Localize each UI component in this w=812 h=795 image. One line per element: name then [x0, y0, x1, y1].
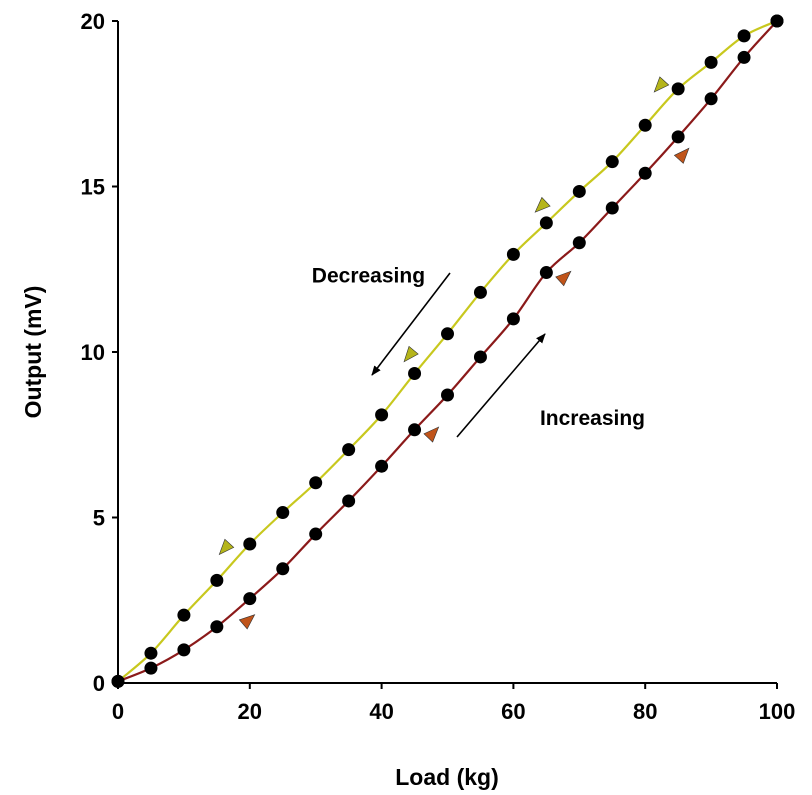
data-point-decreasing	[572, 184, 586, 198]
data-point-increasing	[144, 661, 158, 675]
data-point-increasing	[243, 592, 257, 606]
x-tick-label: 20	[238, 699, 262, 724]
data-point-increasing	[638, 166, 652, 180]
annotation-decreasing: Decreasing	[312, 264, 425, 287]
data-point-increasing	[572, 236, 586, 250]
data-point-decreasing	[309, 476, 323, 490]
y-tick-label: 20	[81, 9, 105, 34]
data-point-decreasing	[210, 573, 224, 587]
data-point-decreasing	[770, 14, 784, 28]
data-point-decreasing	[671, 82, 685, 96]
y-tick-label: 10	[81, 340, 105, 365]
data-point-increasing	[473, 350, 487, 364]
data-point-decreasing	[441, 327, 454, 341]
data-point-increasing	[506, 312, 520, 326]
x-axis-title: Load (kg)	[395, 764, 499, 790]
data-point-increasing	[309, 527, 323, 541]
decreasing-direction-arrow	[371, 272, 451, 376]
data-point-increasing	[276, 562, 290, 576]
direction-arrow-decreasing	[403, 345, 419, 363]
data-point-increasing	[539, 266, 553, 280]
x-tick-label: 80	[633, 699, 657, 724]
direction-arrow-increasing	[423, 426, 440, 443]
y-tick-label: 0	[93, 671, 105, 696]
data-point-decreasing	[177, 608, 191, 622]
data-point-increasing	[671, 130, 685, 144]
data-point-increasing	[408, 423, 422, 437]
y-tick-label: 15	[81, 175, 105, 200]
data-point-increasing	[441, 388, 454, 402]
x-tick-label: 60	[501, 699, 525, 724]
annotation-increasing: Increasing	[540, 407, 645, 430]
data-point-decreasing	[375, 408, 389, 422]
plot-area: 0 20 40 60 80 100 0 5 10 15 20 Decreasing Increasing	[81, 9, 796, 724]
data-point-increasing	[177, 643, 191, 657]
increasing-direction-arrow	[456, 333, 546, 438]
y-tick-label: 5	[93, 506, 105, 531]
direction-arrow-increasing	[555, 270, 572, 287]
data-point-decreasing	[144, 646, 158, 660]
data-point-decreasing	[408, 367, 422, 381]
data-point-decreasing	[704, 55, 718, 69]
data-point-increasing	[605, 201, 619, 215]
direction-arrow-increasing	[673, 147, 690, 164]
data-point-increasing	[375, 459, 389, 473]
data-point-decreasing	[605, 155, 619, 169]
direction-arrow-decreasing	[653, 76, 670, 93]
data-point-decreasing	[638, 118, 652, 132]
direction-arrow-increasing	[238, 614, 256, 630]
data-point-decreasing	[539, 216, 553, 230]
data-point-decreasing	[111, 674, 125, 688]
direction-arrow-decreasing	[534, 196, 551, 213]
x-tick-label: 100	[759, 699, 796, 724]
direction-arrow-decreasing	[218, 538, 235, 556]
data-point-decreasing	[737, 29, 751, 43]
y-axis-title: Output (mV)	[20, 286, 46, 419]
x-tick-label: 40	[369, 699, 393, 724]
data-point-increasing	[704, 92, 718, 106]
data-point-decreasing	[276, 506, 290, 520]
data-point-increasing	[737, 50, 751, 64]
data-point-increasing	[210, 620, 224, 634]
data-point-decreasing	[243, 537, 257, 551]
data-point-increasing	[342, 494, 356, 508]
data-point-decreasing	[473, 285, 487, 299]
x-tick-label: 0	[112, 699, 124, 724]
data-point-decreasing	[506, 247, 520, 261]
data-point-decreasing	[342, 443, 356, 457]
